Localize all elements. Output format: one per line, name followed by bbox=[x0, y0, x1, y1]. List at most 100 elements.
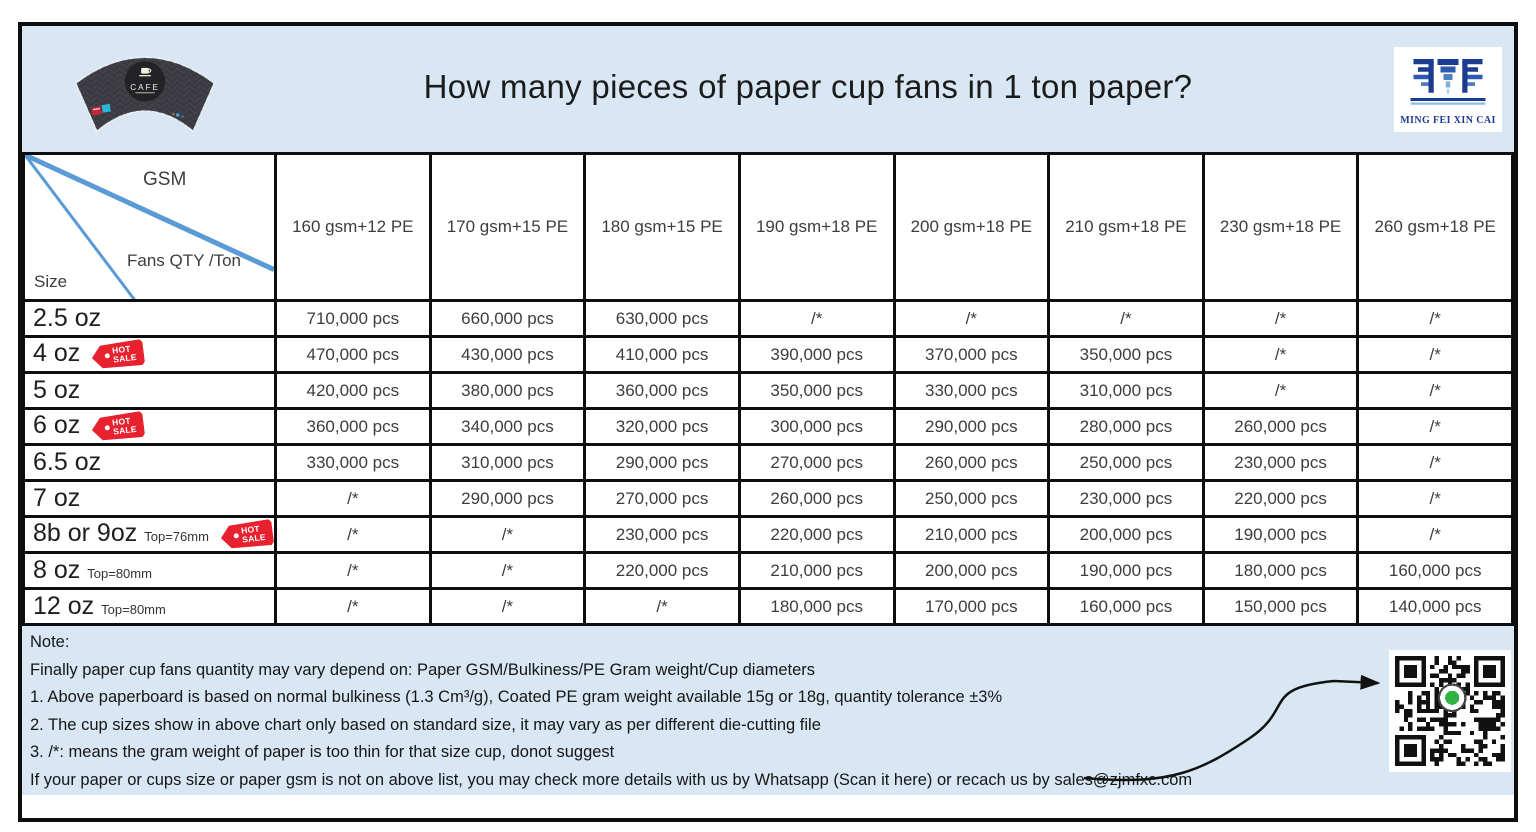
hot-sale-dot bbox=[233, 533, 239, 539]
size-label: 6.5 oz bbox=[33, 448, 102, 476]
size-cell: 8 oz Top=80mm bbox=[22, 551, 277, 590]
size-label: 2.5 oz bbox=[33, 304, 102, 332]
hot-sale-badge: HOT SALE bbox=[219, 519, 274, 551]
qty-cell: 290,000 pcs bbox=[583, 443, 741, 482]
qty-cell: 260,000 pcs bbox=[737, 479, 896, 518]
qty-cell: /* bbox=[737, 299, 896, 338]
table-header-row: GSM Fans QTY /Ton Size 160 gsm+12 PE 170… bbox=[22, 152, 1514, 302]
size-cell: 8b or 9oz Top=76mm HOT SALE bbox=[22, 515, 277, 554]
column-header: 210 gsm+18 PE bbox=[1047, 152, 1205, 302]
size-sub-label: Top=76mm bbox=[144, 529, 209, 545]
hot-sale-word: SALE bbox=[112, 423, 138, 437]
qty-cell: /* bbox=[1356, 407, 1514, 446]
qty-cell: 290,000 pcs bbox=[428, 479, 587, 518]
qty-cell: 150,000 pcs bbox=[1201, 587, 1360, 626]
qty-cell: /* bbox=[274, 551, 432, 590]
column-header: 160 gsm+12 PE bbox=[274, 152, 432, 302]
notes-section: Note: Finally paper cup fans quantity ma… bbox=[22, 626, 1514, 795]
qty-cell: 310,000 pcs bbox=[1047, 371, 1205, 410]
qty-cell: 140,000 pcs bbox=[1356, 587, 1514, 626]
table-row: 7 oz/* 290,000 pcs 270,000 pcs 260,000 pcs 2… bbox=[22, 479, 1514, 518]
hot-sale-dot bbox=[105, 353, 111, 359]
column-header: 190 gsm+18 PE bbox=[737, 152, 896, 302]
qty-cell: 260,000 pcs bbox=[892, 443, 1051, 482]
size-cell: 4 oz HOT SALE bbox=[22, 335, 277, 374]
qty-cell: /* bbox=[274, 515, 432, 554]
qty-cell: /* bbox=[1356, 443, 1514, 482]
company-logo: MING FEI XIN CAI bbox=[1394, 46, 1502, 132]
qty-cell: 210,000 pcs bbox=[737, 551, 896, 590]
size-cell: 5 oz bbox=[22, 371, 277, 410]
qty-cell: 280,000 pcs bbox=[1047, 407, 1205, 446]
corner-diagonal-lines bbox=[25, 155, 274, 299]
qty-cell: /* bbox=[274, 587, 432, 626]
qty-cell: /* bbox=[274, 479, 432, 518]
corner-cell: GSM Fans QTY /Ton Size bbox=[22, 152, 277, 302]
qty-cell: /* bbox=[1201, 371, 1360, 410]
table-row: 2.5 oz 710,000 pcs 660,000 pcs 630,000 pcs /… bbox=[22, 299, 1514, 338]
qty-cell: /* bbox=[1356, 371, 1514, 410]
note-line: 1. Above paperboard is based on normal b… bbox=[30, 688, 1003, 706]
qty-cell: /* bbox=[1201, 335, 1360, 374]
qty-cell: 190,000 pcs bbox=[1201, 515, 1360, 554]
size-sub-label: Top=80mm bbox=[87, 566, 152, 581]
size-label: 5 oz bbox=[33, 376, 81, 404]
hot-sale-badge: HOT SALE bbox=[91, 339, 146, 371]
table-row: 4 oz HOT SALE 470,000 pcs 430,000 pcs 410,000… bbox=[22, 335, 1514, 374]
size-label: 12 oz bbox=[33, 592, 95, 620]
qty-cell: 420,000 pcs bbox=[274, 371, 432, 410]
svg-text:CAFE: CAFE bbox=[130, 83, 160, 92]
corner-fans-label: Fans QTY /Ton bbox=[127, 251, 242, 270]
qty-cell: 180,000 pcs bbox=[1201, 551, 1360, 590]
qty-cell: /* bbox=[892, 299, 1051, 338]
qty-cell: /* bbox=[1356, 515, 1514, 554]
qty-cell: 380,000 pcs bbox=[428, 371, 587, 410]
qty-cell: 160,000 pcs bbox=[1047, 587, 1205, 626]
corner-size-label: Size bbox=[34, 272, 68, 291]
qty-cell: 710,000 pcs bbox=[274, 299, 432, 338]
table-row: 6 oz HOT SALE 360,000 pcs 340,000 pcs 320,000… bbox=[22, 407, 1514, 446]
qty-cell: 210,000 pcs bbox=[892, 515, 1051, 554]
qty-cell: 200,000 pcs bbox=[892, 551, 1051, 590]
qty-cell: 330,000 pcs bbox=[892, 371, 1051, 410]
header: CAFE How many pieces of paper cup fans i… bbox=[22, 26, 1514, 152]
qty-cell: 290,000 pcs bbox=[892, 407, 1051, 446]
column-header: 180 gsm+15 PE bbox=[583, 152, 741, 302]
size-cell: 7 oz bbox=[22, 479, 277, 518]
size-label: 4 oz bbox=[33, 339, 81, 368]
size-label: 8 oz bbox=[33, 556, 81, 584]
qty-cell: /* bbox=[1356, 299, 1514, 338]
qty-cell: 230,000 pcs bbox=[1201, 443, 1360, 482]
qty-cell: 270,000 pcs bbox=[583, 479, 741, 518]
note-line: 3. /*: means the gram weight of paper is… bbox=[30, 743, 615, 761]
qty-cell: 220,000 pcs bbox=[737, 515, 896, 554]
qty-cell: 330,000 pcs bbox=[274, 443, 432, 482]
size-cell: 12 oz Top=80mm bbox=[22, 587, 277, 626]
note-line: 2. The cup sizes show in above chart onl… bbox=[30, 715, 821, 734]
qty-cell: 190,000 pcs bbox=[1047, 551, 1205, 590]
column-header: 260 gsm+18 PE bbox=[1356, 152, 1514, 302]
note-heading: Note: bbox=[30, 633, 70, 651]
qty-cell: 360,000 pcs bbox=[583, 371, 741, 410]
table-row: 5 oz 420,000 pcs 380,000 pcs 360,000 pcs 350… bbox=[22, 371, 1514, 410]
note-line: Finally paper cup fans quantity may vary… bbox=[30, 660, 816, 679]
company-logo-text: MING FEI XIN CAI bbox=[1400, 114, 1496, 126]
qty-cell: 270,000 pcs bbox=[737, 443, 896, 482]
column-header: 200 gsm+18 PE bbox=[892, 152, 1051, 302]
qty-cell: 230,000 pcs bbox=[1047, 479, 1205, 518]
qty-cell: 310,000 pcs bbox=[428, 443, 587, 482]
size-cell: 6 oz HOT SALE bbox=[22, 407, 277, 446]
qty-cell: /* bbox=[583, 587, 741, 626]
qty-cell: 360,000 pcs bbox=[274, 407, 432, 446]
qty-cell: 160,000 pcs bbox=[1356, 551, 1514, 590]
company-logo-mark bbox=[1410, 58, 1486, 105]
size-label: 7 oz bbox=[33, 484, 81, 512]
qty-cell: /* bbox=[1356, 479, 1514, 518]
qty-cell: 300,000 pcs bbox=[737, 407, 896, 446]
poster: CAFE How many pieces of paper cup fans i… bbox=[18, 22, 1518, 822]
table-body: 2.5 oz 710,000 pcs 660,000 pcs 630,000 pcs /… bbox=[22, 299, 1514, 626]
qty-cell: 350,000 pcs bbox=[737, 371, 896, 410]
qty-cell: 470,000 pcs bbox=[274, 335, 432, 374]
qty-cell: /* bbox=[1356, 335, 1514, 374]
page-title: How many pieces of paper cup fans in 1 t… bbox=[423, 68, 1193, 105]
